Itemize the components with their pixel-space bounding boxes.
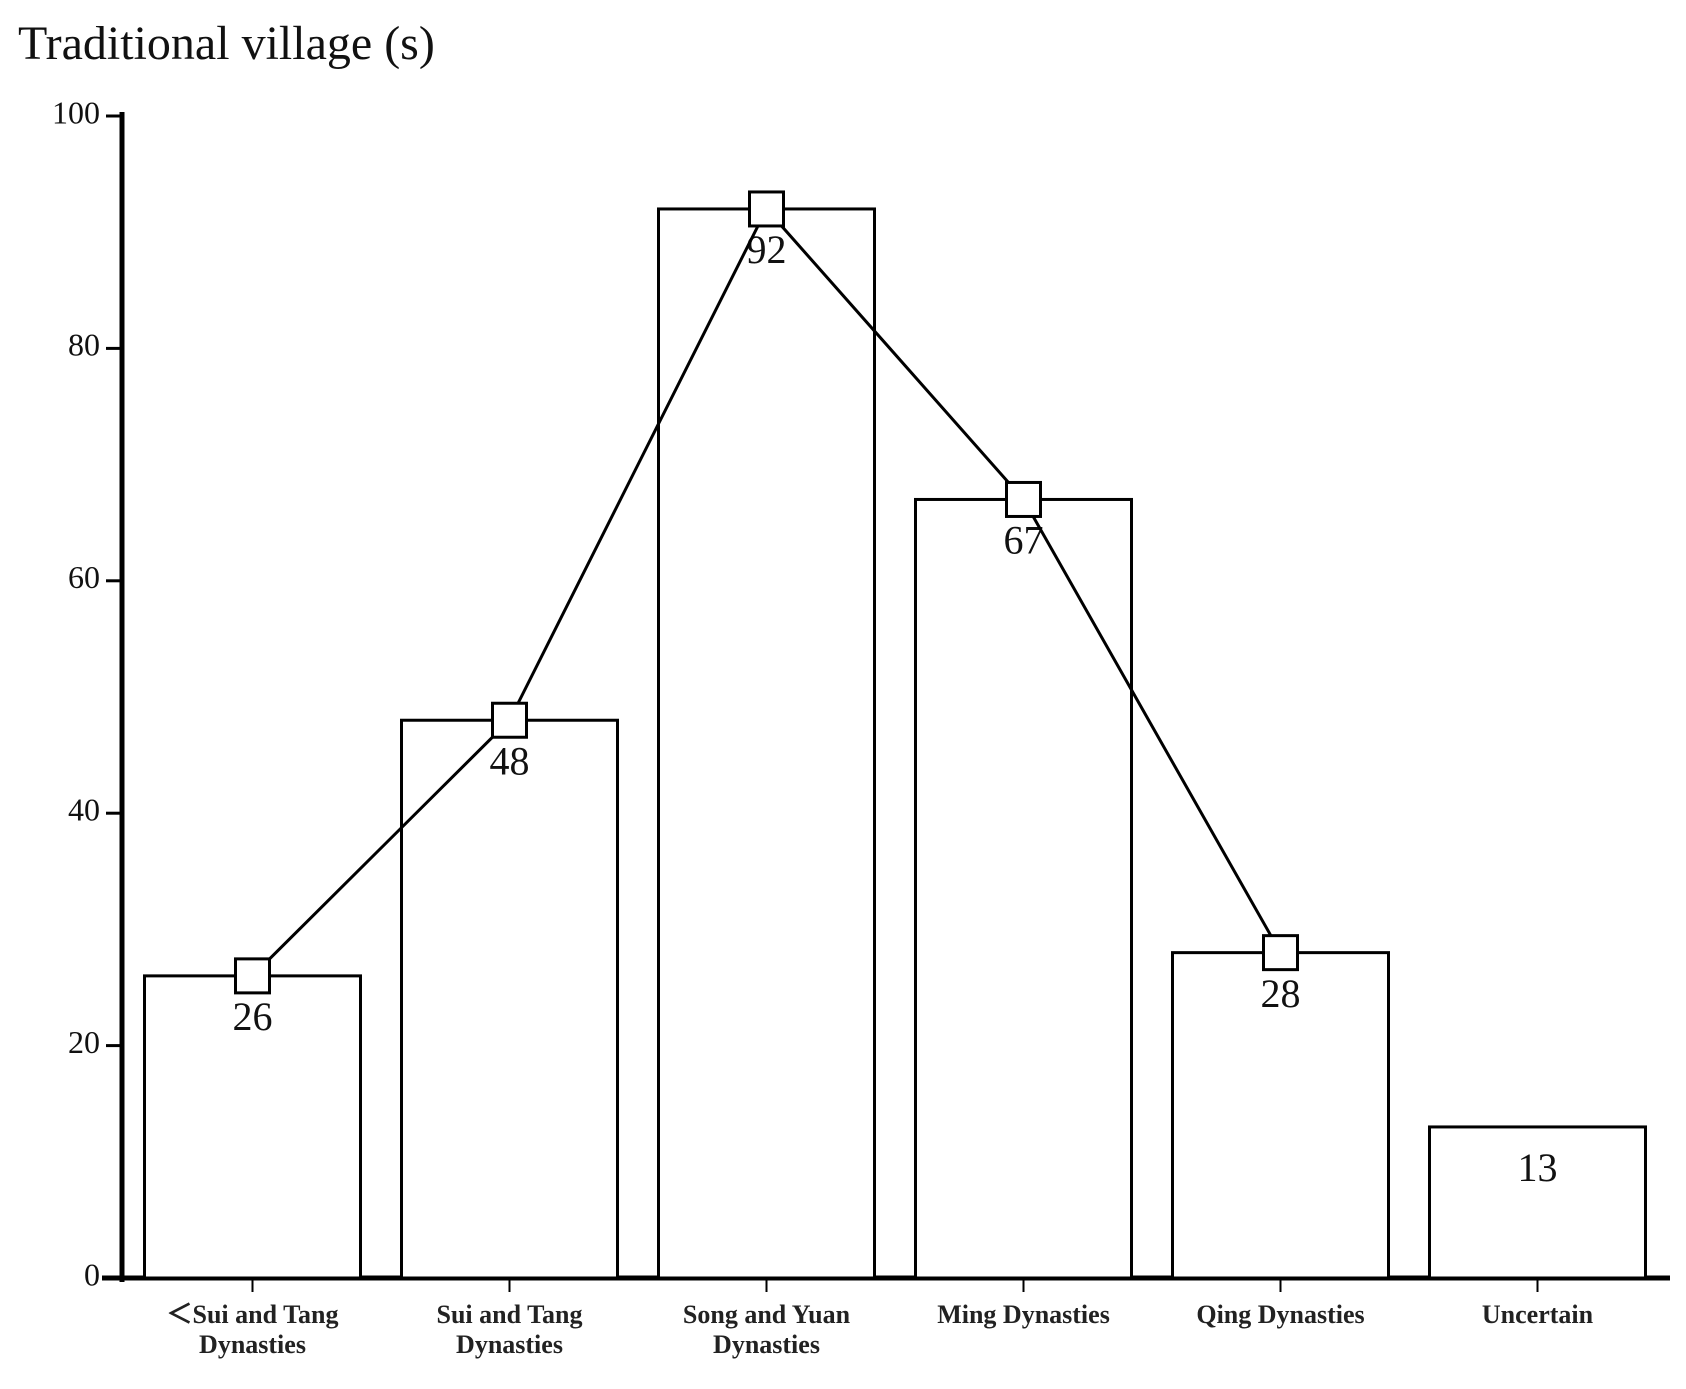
data-label: 13 — [1518, 1145, 1558, 1190]
x-tick-label: Sui and Tang Dynasties — [436, 1300, 583, 1359]
line-marker — [748, 190, 785, 228]
y-tick-label: 60 — [68, 559, 100, 595]
data-label: 48 — [490, 738, 530, 783]
line-marker — [234, 957, 271, 995]
x-tick-label: ＜Sui and Tang Dynasties — [166, 1300, 339, 1359]
bar — [1428, 1125, 1647, 1280]
y-tick-label: 20 — [68, 1024, 100, 1060]
x-tick-label: Ming Dynasties — [937, 1300, 1110, 1329]
x-tick-label: Song and Yuan Dynasties — [682, 1300, 851, 1359]
bar — [914, 497, 1133, 1280]
line-marker — [1262, 934, 1299, 972]
y-tick-label: 0 — [84, 1256, 100, 1292]
chart-title: Traditional village (s) — [18, 17, 435, 70]
bar — [143, 974, 362, 1280]
line-marker — [491, 701, 528, 739]
y-tick-label: 80 — [68, 327, 100, 363]
line-marker — [1005, 480, 1042, 518]
x-tick-label: Uncertain — [1481, 1300, 1594, 1329]
y-tick-label: 100 — [52, 94, 100, 130]
bar — [400, 718, 619, 1280]
data-label: 26 — [233, 994, 273, 1039]
x-tick-label: Qing Dynasties — [1196, 1300, 1365, 1329]
bar — [1171, 951, 1390, 1280]
bar — [657, 207, 876, 1280]
data-label: 28 — [1261, 971, 1301, 1016]
y-tick-label: 40 — [68, 792, 100, 828]
